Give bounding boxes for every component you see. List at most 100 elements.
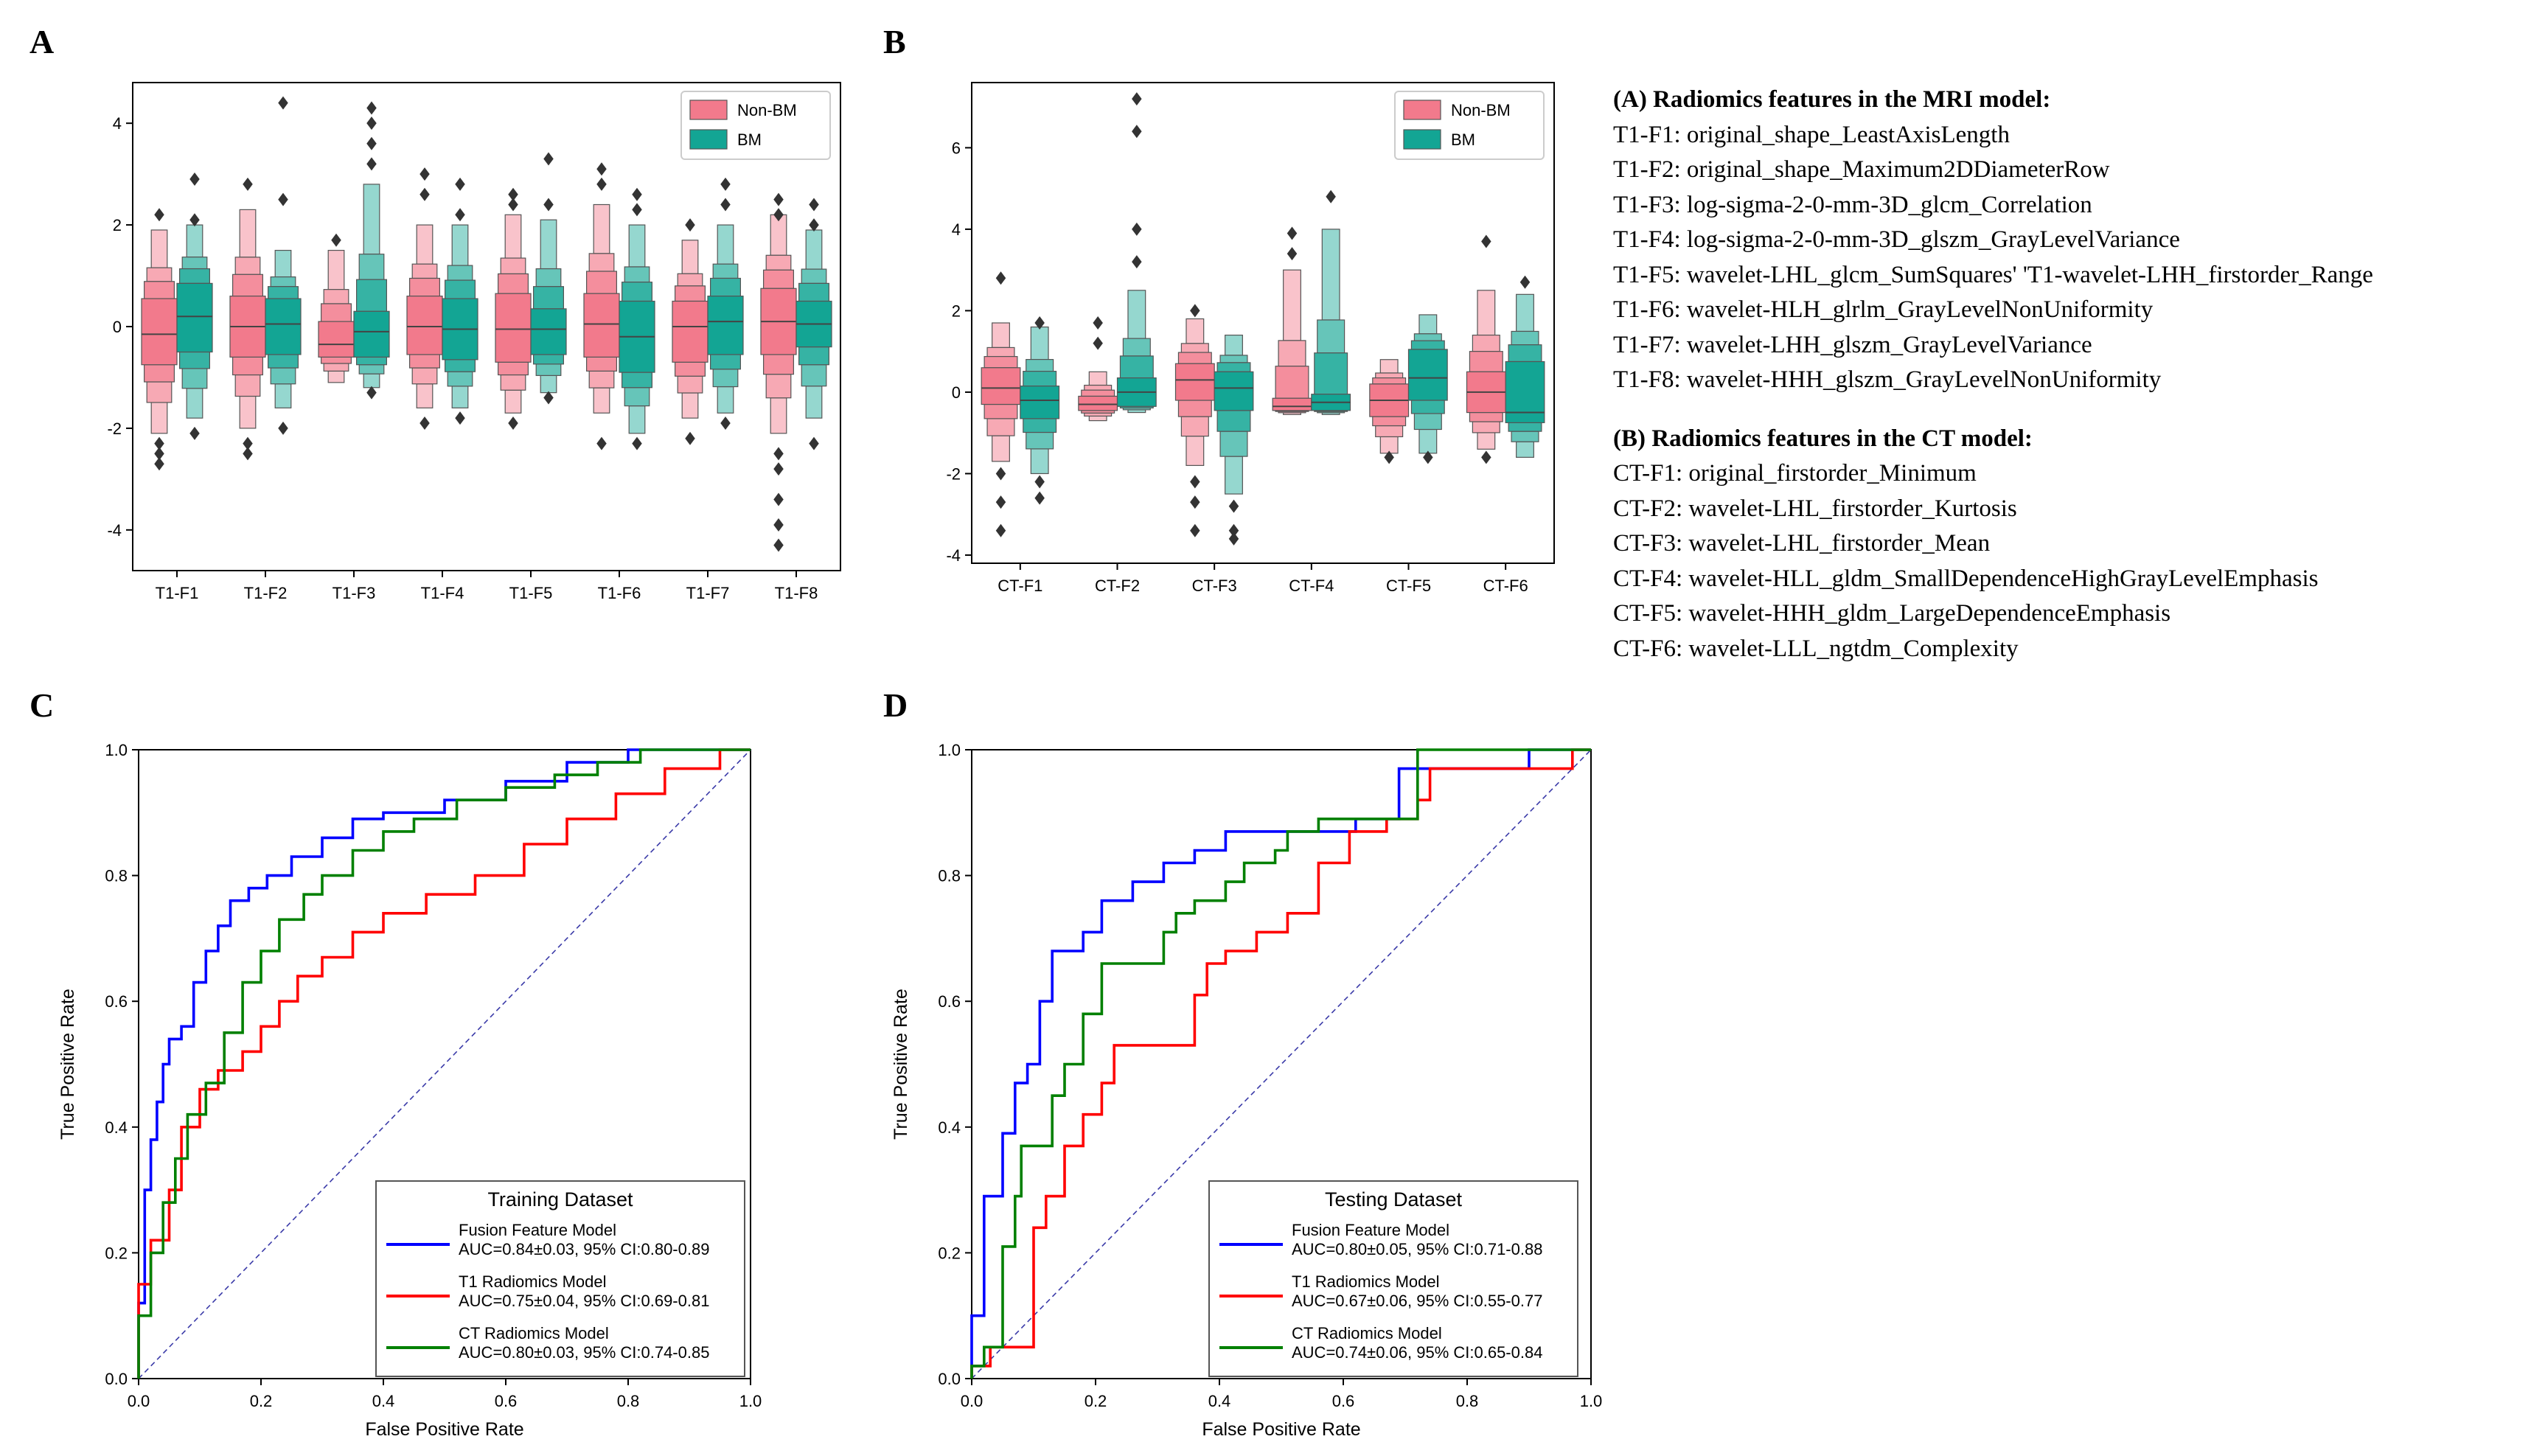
x-tick-label: CT-F4 bbox=[1289, 577, 1334, 595]
outlier-point bbox=[1519, 275, 1531, 289]
boxen-level bbox=[1084, 412, 1113, 417]
legend-label: Non-BM bbox=[737, 101, 797, 119]
outlier-point bbox=[508, 187, 518, 201]
boxen-level bbox=[327, 370, 345, 383]
y-tick-label: 0.4 bbox=[105, 1118, 128, 1137]
boxen-level bbox=[585, 271, 617, 294]
legend-label: Fusion Feature Model bbox=[1292, 1221, 1449, 1239]
x-tick-label: T1-F7 bbox=[686, 584, 730, 602]
outlier-point bbox=[419, 417, 430, 431]
x-tick-label: 0.0 bbox=[128, 1392, 150, 1410]
boxen-level bbox=[628, 224, 646, 268]
x-tick-label: T1-F5 bbox=[509, 584, 553, 602]
boxen-level bbox=[1469, 351, 1503, 372]
boxen-level bbox=[232, 356, 264, 376]
boxen-level bbox=[1418, 428, 1438, 454]
boxen-level bbox=[1219, 355, 1248, 363]
boxen-level bbox=[323, 363, 349, 372]
x-tick-label: 0.0 bbox=[961, 1392, 983, 1410]
boxen-level bbox=[1084, 384, 1113, 391]
legend-auc: AUC=0.80±0.03, 95% CI:0.74-0.85 bbox=[459, 1343, 709, 1362]
outlier-point bbox=[632, 436, 642, 450]
outlier-point bbox=[366, 386, 377, 400]
boxen-level bbox=[992, 322, 1010, 349]
outlier-point bbox=[1228, 532, 1239, 546]
legend-swatch bbox=[1403, 129, 1441, 150]
y-axis-label: True Positive Rate bbox=[58, 989, 78, 1140]
boxen-box bbox=[672, 300, 709, 363]
boxen-level bbox=[709, 354, 741, 370]
boxen-level bbox=[1379, 359, 1399, 374]
boxen-level bbox=[234, 374, 261, 397]
x-tick-label: 0.8 bbox=[617, 1392, 640, 1410]
y-tick-label: -2 bbox=[946, 464, 961, 483]
roc-curve bbox=[137, 748, 751, 1379]
outlier-point bbox=[243, 436, 253, 450]
x-tick-label: T1-F8 bbox=[775, 584, 818, 602]
boxen-level bbox=[986, 346, 1015, 358]
boxen-level bbox=[535, 363, 562, 376]
outlier-point bbox=[366, 136, 377, 150]
boxen-level bbox=[327, 249, 345, 290]
legend-auc: AUC=0.84±0.03, 95% CI:0.80-0.89 bbox=[459, 1240, 709, 1258]
boxen-box bbox=[1020, 386, 1060, 419]
outlier-point bbox=[189, 213, 200, 227]
boxen-level bbox=[270, 367, 296, 385]
boxen-level bbox=[593, 203, 610, 254]
outlier-point bbox=[1093, 316, 1103, 330]
outlier-point bbox=[1190, 495, 1200, 509]
boxen-box bbox=[265, 298, 302, 355]
outlier-point bbox=[189, 426, 200, 440]
ct-feature-item: CT-F2: wavelet-LHL_firstorder_Kurtosis bbox=[1613, 495, 2017, 522]
legend-label: T1 Radiomics Model bbox=[1292, 1272, 1440, 1291]
boxen-level bbox=[150, 229, 168, 268]
x-tick-label: 0.6 bbox=[1332, 1392, 1355, 1410]
boxen-level bbox=[451, 386, 469, 408]
legend-label: Fusion Feature Model bbox=[459, 1221, 616, 1239]
boxen-level bbox=[762, 269, 794, 289]
legend-label: BM bbox=[1451, 130, 1475, 149]
boxen-level bbox=[1026, 431, 1054, 450]
boxen-level bbox=[1413, 333, 1442, 341]
boxen-level bbox=[1275, 366, 1309, 399]
boxen-box bbox=[406, 296, 443, 355]
boxen-level bbox=[234, 257, 261, 275]
plot-frame bbox=[971, 82, 1555, 564]
boxen-box bbox=[1407, 349, 1448, 401]
roc-curve bbox=[137, 748, 751, 1379]
mri-feature-item: T1-F3: log-sigma-2-0-mm-3D_glcm_Correlat… bbox=[1613, 191, 2092, 218]
outlier-point bbox=[632, 203, 642, 217]
outlier-point bbox=[1034, 316, 1045, 330]
outlier-point bbox=[685, 431, 695, 445]
boxen-level bbox=[674, 361, 706, 377]
outlier-point bbox=[154, 436, 164, 450]
y-tick-label: 0 bbox=[113, 318, 122, 336]
chance-diagonal bbox=[138, 749, 751, 1379]
y-tick-label: 4 bbox=[113, 114, 122, 133]
outlier-point bbox=[1481, 450, 1491, 464]
outlier-point bbox=[773, 538, 784, 552]
x-tick-label: 0.8 bbox=[1456, 1392, 1479, 1410]
boxen-level bbox=[1026, 358, 1054, 372]
boxen-level bbox=[416, 224, 434, 265]
boxen-level bbox=[1413, 413, 1442, 431]
outlier-point bbox=[154, 208, 164, 222]
boxen-level bbox=[628, 405, 646, 434]
boxen-level bbox=[805, 229, 823, 270]
mri-feature-item: T1-F1: original_shape_LeastAxisLength bbox=[1613, 121, 2010, 148]
y-tick-label: 2 bbox=[952, 302, 961, 320]
roc-curve bbox=[970, 748, 1591, 1379]
outlier-point bbox=[278, 421, 288, 435]
boxen-level bbox=[1023, 371, 1057, 387]
boxen-level bbox=[992, 435, 1010, 462]
outlier-point bbox=[632, 187, 642, 201]
boxen-level bbox=[762, 354, 794, 375]
boxen-level bbox=[1177, 400, 1212, 417]
boxen-level bbox=[1508, 344, 1542, 363]
boxen-level bbox=[146, 381, 173, 403]
boxen-box bbox=[1272, 397, 1312, 411]
boxen-level bbox=[801, 268, 827, 284]
boxen-level bbox=[1372, 416, 1407, 427]
boxen-level bbox=[274, 249, 292, 278]
